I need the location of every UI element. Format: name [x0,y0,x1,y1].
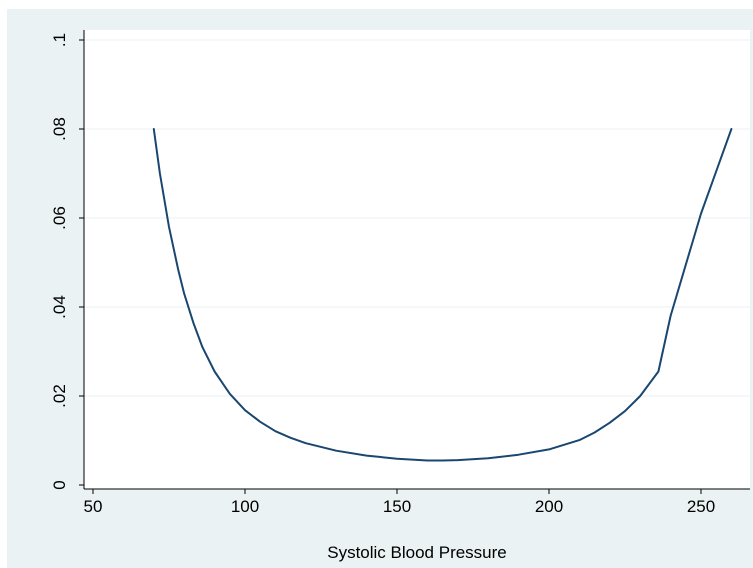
y-tick-label: 0 [50,480,69,489]
x-tick-label: 100 [231,497,259,516]
y-tick-label: .1 [50,33,69,47]
series-line [152,128,733,462]
chart-container: 0 .02 .04 .06 .08 .1 50 100 150 200 250 Systolic B… [7,9,753,568]
y-tick-label: .04 [50,295,69,319]
chart-svg: 0 .02 .04 .06 .08 .1 50 100 150 200 250 Systolic B… [50,30,750,562]
axes [83,30,750,490]
plot-area [84,30,750,489]
ticks: 0 .02 .04 .06 .08 .1 50 100 150 200 250 [50,33,715,516]
x-tick-label: 50 [84,497,103,516]
y-tick-label: .06 [50,206,69,230]
x-tick-label: 250 [687,497,715,516]
x-tick-label: 200 [535,497,563,516]
y-tick-label: .02 [50,384,69,408]
x-axis-title: Systolic Blood Pressure [327,543,507,562]
y-tick-label: .08 [50,117,69,141]
x-tick-label: 150 [383,497,411,516]
series [152,128,733,462]
